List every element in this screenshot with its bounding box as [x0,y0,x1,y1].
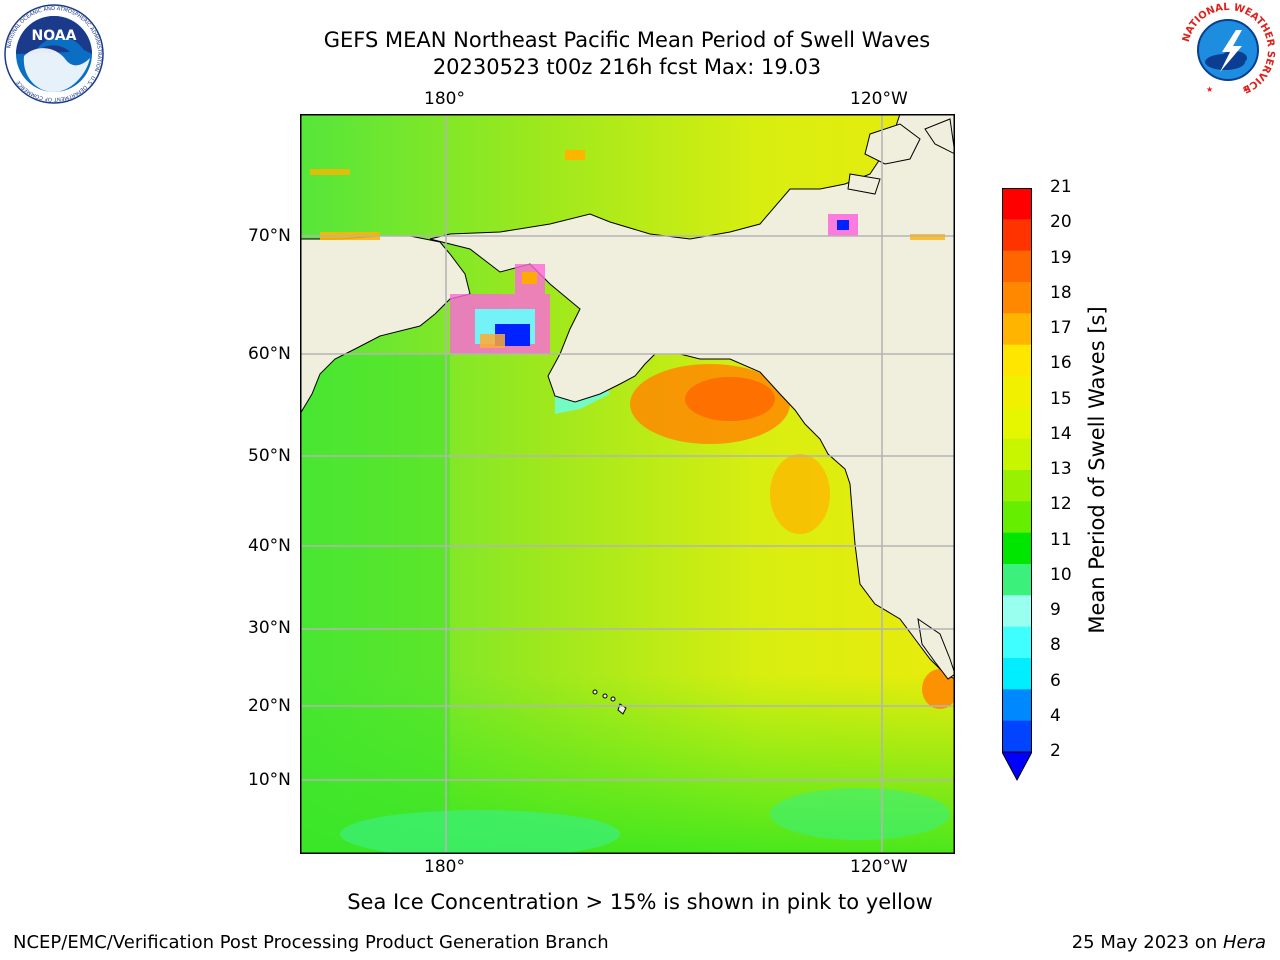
colorbar-segment [1002,250,1032,283]
colorbar-tick-label: 10 [1050,564,1072,585]
svg-text:★: ★ [1242,85,1249,94]
colorbar-segment [1002,626,1032,659]
colorbar-tick-label: 19 [1050,247,1072,268]
colorbar-tick-label: 18 [1050,282,1072,303]
swell-max-core [685,377,775,421]
colorbar-segment [1002,282,1032,314]
colorbar-segment [1002,313,1032,346]
sea-ice-note: Sea Ice Concentration > 15% is shown in … [347,890,933,914]
colorbar-segment [1002,219,1032,252]
map-frame [300,114,955,854]
colorbar-extend-triangle [1002,751,1032,782]
colorbar-segment [1002,470,1032,502]
colorbar-tick-label: 2 [1050,741,1061,761]
ocean-southeast-patch [770,788,950,840]
lat-tick-20n: 20°N [248,696,291,716]
colorbar-segment [1002,564,1032,596]
top-tick-180: 180° [424,89,465,109]
colorbar-segment [1002,532,1032,565]
colorbar-tick-label: 11 [1050,529,1072,550]
footer-date: 25 May 2023 on Hera [1072,932,1266,953]
lat-tick-50n: 50°N [248,446,291,466]
bottom-tick-120w: 120°W [850,857,908,877]
sea-ice-bering [450,264,550,354]
top-tick-120w: 120°W [850,89,908,109]
colorbar-tick-label: 15 [1050,388,1072,409]
colorbar-tick-label: 8 [1050,635,1061,656]
colorbar-tick-label: 21 [1050,177,1072,197]
colorbar-frame [1002,188,1032,753]
svg-text:★: ★ [1206,85,1213,94]
colorbar-segment [1002,689,1032,722]
colorbar-tick-label: 6 [1050,670,1061,691]
bottom-tick-180: 180° [424,857,465,877]
ocean-west-green [300,354,450,854]
colorbar-segment [1002,376,1032,408]
colorbar-tick-label: 17 [1050,318,1072,338]
colorbar-tick-label: 12 [1050,494,1072,515]
colorbar-tick-label: 4 [1050,705,1061,726]
map-area [300,114,955,854]
lat-tick-70n: 70°N [248,226,291,246]
noaa-logo: NATIONAL OCEANIC AND ATMOSPHERIC ADMINIS… [4,4,104,104]
footer-date-text: 25 May 2023 on [1071,932,1223,953]
colorbar-tick-label: 13 [1050,459,1072,479]
chart-subtitle: 20230523 t00z 216h fcst Max: 19.03 [432,55,822,79]
colorbar-segment [1002,658,1032,690]
colorbar-segment [1002,595,1032,628]
map-gridlines [300,114,955,854]
lat-tick-10n: 10°N [248,770,291,790]
colorbar-tick-label: 16 [1050,353,1072,374]
footer-branch: NCEP/EMC/Verification Post Processing Pr… [13,932,609,953]
colorbar-tick-label: 14 [1050,423,1072,444]
colorbar-tick-label: 20 [1050,212,1072,233]
lat-tick-30n: 30°N [248,618,291,638]
colorbar-segment [1002,344,1032,377]
ocean-southern-patch [340,810,620,854]
land-arctic-islands [847,118,955,195]
land-baja [917,617,955,680]
colorbar [1002,188,1032,782]
colorbar-segment [1002,438,1032,471]
footer-host: Hera [1222,932,1266,953]
land-north-america [429,114,955,680]
lat-tick-40n: 40°N [248,536,291,556]
colorbar-tick-label: 9 [1050,600,1061,620]
colorbar-segment [1002,407,1032,440]
nws-logo: NATIONAL WEATHER SERVICE ★ ★ [1180,2,1276,98]
colorbar-segment [1002,501,1032,534]
lat-tick-60n: 60°N [248,344,291,364]
chart-title: GEFS MEAN Northeast Pacific Mean Period … [323,28,931,52]
colorbar-label: Mean Period of Swell Waves [s] [1085,306,1109,634]
swell-offshore-orange [770,454,830,534]
noaa-text: NOAA [32,28,77,44]
colorbar-segment [1002,188,1032,220]
hawaii-islands [592,689,627,715]
swell-baja-orange [922,669,955,709]
colorbar-segment [1002,720,1032,753]
